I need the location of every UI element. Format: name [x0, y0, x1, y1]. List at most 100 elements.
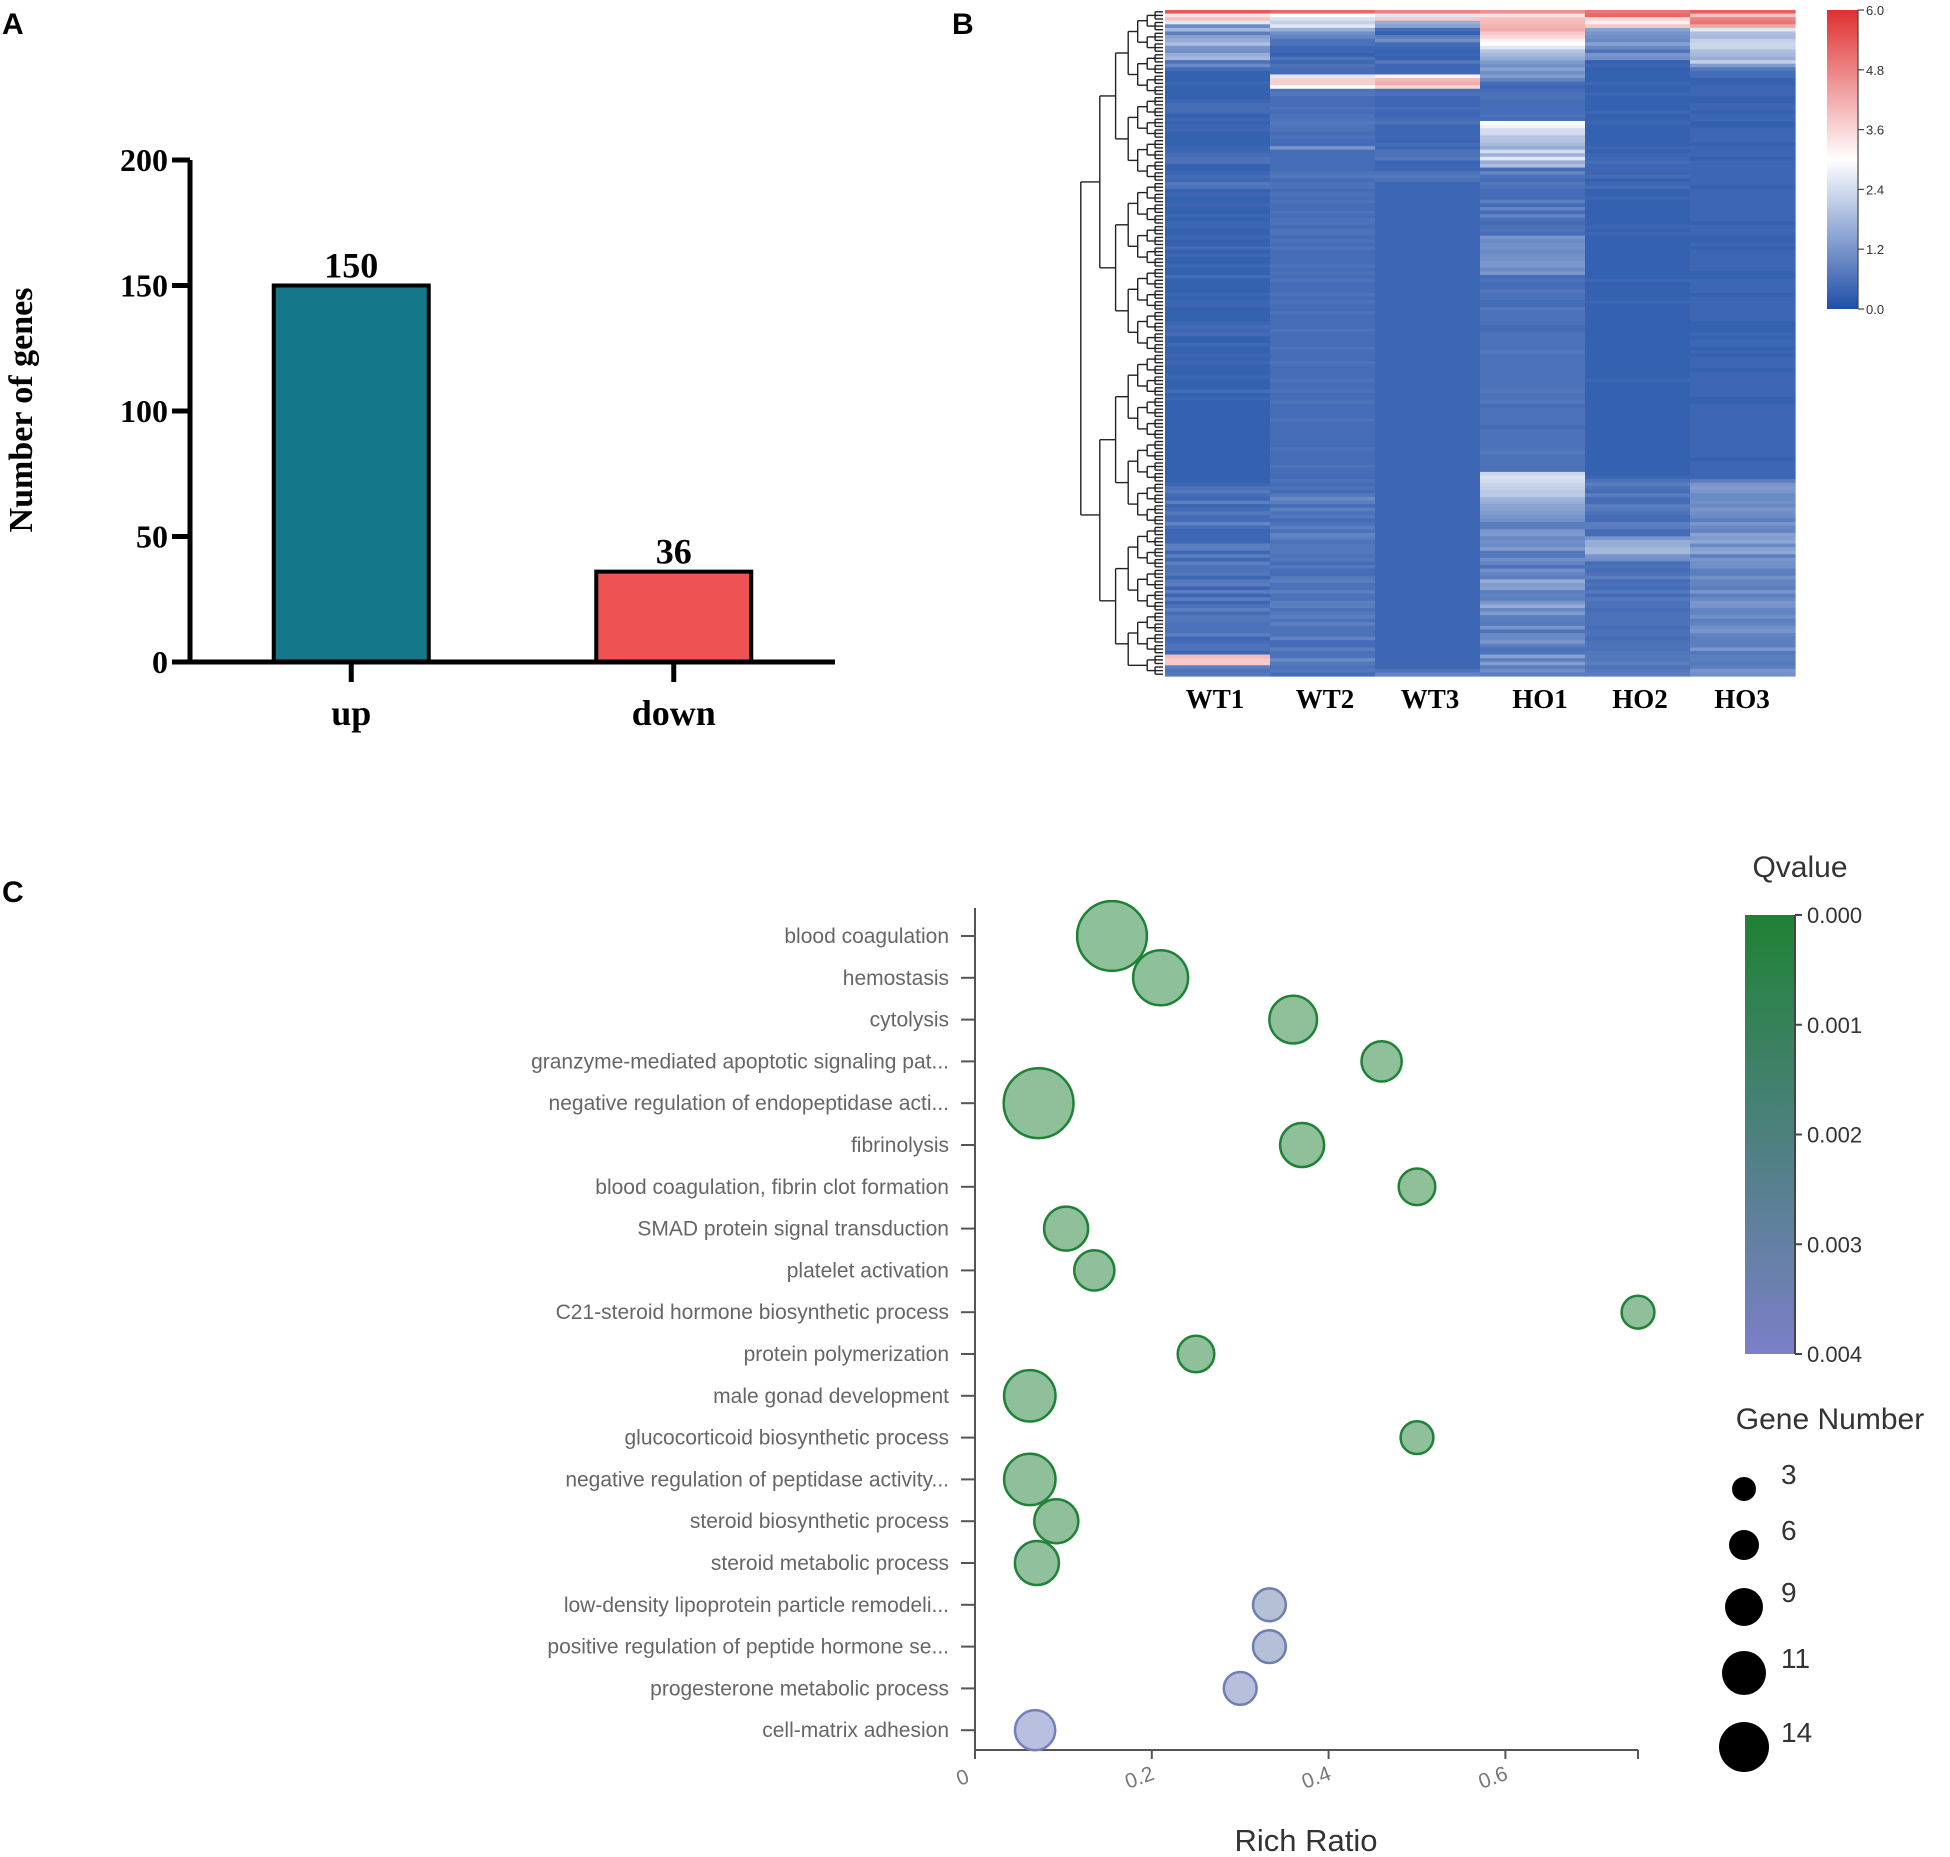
heatmap-cell	[1690, 554, 1796, 559]
heatmap-cell	[1690, 375, 1796, 380]
colorbar-tick-label: 2.4	[1866, 182, 1884, 197]
heatmap-cell	[1165, 181, 1271, 187]
heatmap-cell	[1375, 446, 1481, 452]
heatmap-cell	[1165, 364, 1271, 369]
heatmap-cell	[1375, 514, 1481, 520]
heatmap-cell	[1690, 217, 1796, 222]
heatmap-cell	[1585, 364, 1691, 369]
heatmap-cell	[1375, 103, 1481, 108]
heatmap-cell	[1270, 443, 1376, 448]
heatmap-cell	[1690, 593, 1796, 598]
heatmap-cell	[1585, 307, 1691, 312]
heatmap-cell	[1480, 335, 1586, 341]
heatmap-cell	[1375, 368, 1481, 373]
heatmap-cell	[1375, 178, 1481, 183]
data-label: 150	[324, 246, 378, 286]
heatmap-cell	[1585, 611, 1691, 616]
heatmap-cell	[1165, 328, 1271, 333]
heatmap-cell	[1480, 611, 1586, 616]
heatmap-cell	[1690, 99, 1796, 104]
heatmap-cell	[1480, 67, 1586, 72]
heatmap-cell	[1480, 113, 1586, 119]
heatmap-cell	[1480, 38, 1586, 43]
heatmap-cell	[1375, 575, 1481, 580]
heatmap-cell	[1690, 52, 1796, 58]
heatmap-cell	[1690, 92, 1796, 97]
heatmap-cell	[1480, 339, 1586, 344]
heatmap-cell	[1165, 600, 1271, 605]
heatmap-cell	[1375, 142, 1481, 147]
heatmap-cell	[1585, 622, 1691, 627]
heatmap-cell	[1480, 475, 1586, 480]
heatmap-cell	[1165, 74, 1271, 79]
heatmap-cell	[1480, 110, 1586, 115]
heatmap-cell	[1585, 479, 1691, 484]
heatmap-cell	[1165, 13, 1271, 18]
heatmap-cell	[1480, 81, 1586, 86]
heatmap-cell	[1270, 52, 1376, 58]
heatmap-cell	[1690, 643, 1796, 648]
heatmap-cell	[1375, 88, 1481, 93]
heatmap-cell	[1375, 500, 1481, 505]
heatmap-cell	[1270, 81, 1376, 86]
heatmap-cell	[1585, 640, 1691, 645]
heatmap-cell	[1690, 475, 1796, 480]
heatmap-cell	[1165, 196, 1271, 201]
heatmap-cell	[1480, 636, 1586, 641]
heatmap-cell	[1375, 593, 1481, 598]
heatmap-cell	[1270, 67, 1376, 72]
heatmap-cell	[1585, 121, 1691, 126]
heatmap-cell	[1165, 135, 1271, 140]
heatmap-cell	[1375, 536, 1481, 541]
bubble-7	[1397, 1167, 1437, 1207]
heatmap-cell	[1270, 457, 1376, 462]
heatmap-cell	[1690, 586, 1796, 591]
heatmap-cell	[1480, 314, 1586, 319]
heatmap-cell	[1375, 181, 1481, 187]
heatmap-cell	[1585, 561, 1691, 566]
heatmap-cell	[1480, 124, 1586, 129]
heatmap-cell	[1165, 565, 1271, 570]
heatmap-cell	[1690, 228, 1796, 233]
heatmap-cell	[1480, 625, 1586, 631]
heatmap-cell	[1690, 307, 1796, 312]
heatmap-cell	[1585, 371, 1691, 376]
heatmap-cell	[1165, 615, 1271, 620]
heatmap-cell	[1375, 63, 1481, 68]
heatmap-cell	[1165, 411, 1271, 416]
heatmap-cell	[1690, 67, 1796, 72]
heatmap-cell	[1165, 206, 1271, 212]
heatmap-cell	[1270, 310, 1376, 315]
heatmap-cell	[1375, 432, 1481, 437]
heatmap-cell	[1270, 42, 1376, 47]
heatmap-cell	[1270, 393, 1376, 398]
heatmap-cell	[1480, 661, 1586, 666]
heatmap-cell	[1480, 289, 1586, 294]
heatmap-cell	[1270, 178, 1376, 183]
heatmap-cell	[1270, 307, 1376, 312]
heatmap-cell	[1480, 221, 1586, 226]
heatmap-cell	[1270, 60, 1376, 65]
heatmap-cell	[1480, 27, 1586, 33]
heatmap-cell	[1165, 432, 1271, 437]
heatmap-cell	[1165, 210, 1271, 215]
heatmap-cell	[1585, 314, 1691, 319]
heatmap-cell	[1375, 486, 1481, 491]
heatmap-cell	[1375, 611, 1481, 616]
heatmap-cell	[1270, 658, 1376, 663]
heatmap-cell	[1165, 407, 1271, 412]
heatmap-cell	[1480, 629, 1586, 634]
heatmap-cell	[1165, 464, 1271, 469]
heatmap-cell	[1270, 128, 1376, 133]
heatmap-cell	[1375, 325, 1481, 330]
heatmap-cell	[1585, 110, 1691, 115]
heatmap-cell	[1165, 267, 1271, 272]
heatmap-cell	[1690, 153, 1796, 158]
heatmap-cell	[1165, 400, 1271, 405]
heatmap-cell	[1270, 640, 1376, 645]
heatmap-cell	[1480, 550, 1586, 555]
heatmap-cell	[1480, 668, 1586, 674]
heatmap-cell	[1585, 85, 1691, 90]
heatmap-cell	[1480, 568, 1586, 573]
heatmap-cell	[1585, 343, 1691, 348]
